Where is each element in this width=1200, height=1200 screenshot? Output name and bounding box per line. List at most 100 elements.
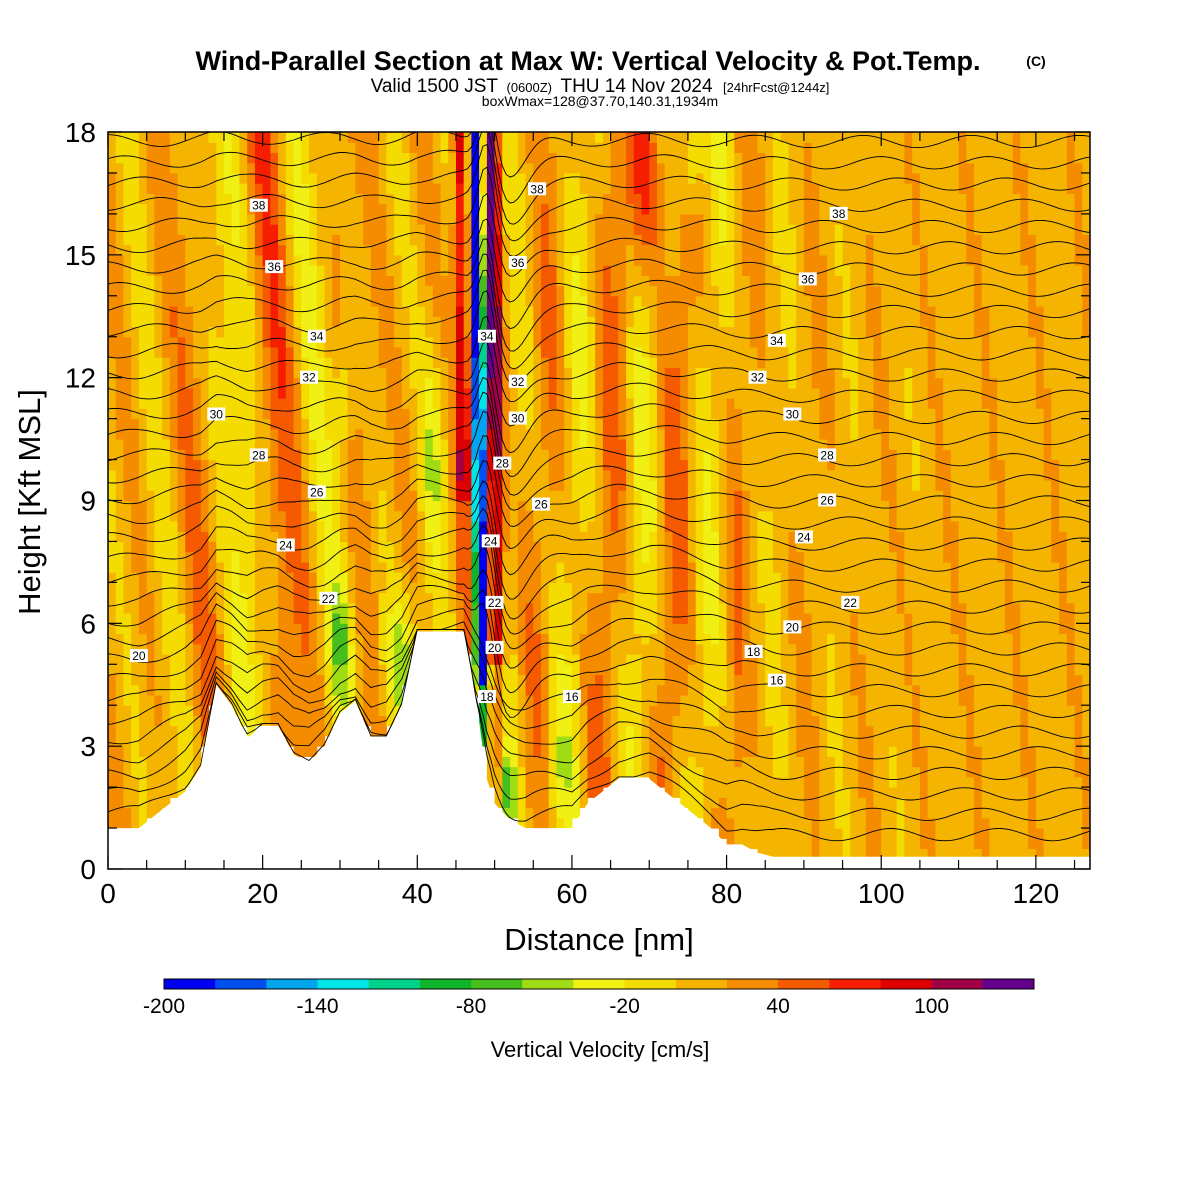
velocity-cell [657, 326, 666, 338]
velocity-cell [285, 142, 295, 153]
velocity-cell [185, 633, 194, 645]
velocity-cell [247, 418, 256, 430]
velocity-cell [471, 582, 480, 594]
velocity-cell [123, 766, 132, 778]
velocity-cell [394, 295, 403, 307]
velocity-cell [595, 480, 604, 491]
velocity-cell [417, 254, 426, 266]
velocity-cell [285, 715, 295, 727]
velocity-cell [726, 459, 735, 471]
velocity-cell [401, 172, 411, 184]
velocity-cell [641, 377, 650, 389]
velocity-cell [541, 684, 550, 696]
velocity-cell [548, 735, 557, 747]
velocity-cell [216, 244, 225, 256]
velocity-cell [293, 367, 302, 379]
velocity-cell [440, 459, 449, 471]
velocity-cell [123, 746, 132, 757]
velocity-cell [309, 654, 318, 665]
velocity-cell [595, 449, 604, 461]
velocity-cell [169, 336, 179, 348]
velocity-cell [401, 521, 411, 532]
velocity-cell [448, 439, 457, 450]
velocity-cell [579, 510, 588, 522]
velocity-cell [177, 633, 186, 645]
velocity-cell [363, 387, 372, 399]
velocity-cell [417, 203, 426, 215]
velocity-cell [270, 602, 279, 614]
velocity-cell [200, 316, 210, 328]
velocity-cell [610, 377, 619, 389]
velocity-cell [355, 654, 364, 665]
velocity-cell [386, 613, 395, 624]
velocity-cell [486, 428, 496, 440]
velocity-cell [456, 265, 465, 276]
velocity-cell [556, 776, 565, 788]
velocity-cell [587, 193, 596, 205]
velocity-cell [193, 633, 202, 645]
velocity-cell [633, 285, 643, 297]
velocity-cell [510, 357, 519, 368]
velocity-cell [247, 265, 256, 276]
velocity-cell [270, 480, 279, 491]
velocity-cell [718, 705, 728, 716]
velocity-cell [231, 418, 240, 430]
velocity-cell [154, 132, 163, 143]
velocity-cell [602, 776, 612, 788]
velocity-cell [115, 664, 124, 676]
velocity-cell [270, 582, 279, 594]
velocity-cell [726, 817, 735, 829]
velocity-cell [332, 152, 341, 164]
velocity-cell [718, 172, 728, 184]
velocity-cell [262, 152, 271, 164]
velocity-cell [579, 480, 588, 491]
velocity-cell [432, 326, 442, 338]
velocity-cell [641, 418, 650, 430]
velocity-cell [425, 480, 434, 491]
velocity-cell [564, 132, 573, 143]
velocity-cell [525, 203, 534, 215]
velocity-cell [626, 306, 635, 317]
velocity-cell [108, 797, 117, 809]
velocity-cell [324, 418, 333, 430]
velocity-cell [316, 613, 326, 624]
velocity-cell [224, 674, 233, 686]
velocity-cell [502, 797, 511, 809]
velocity-cell [517, 224, 527, 235]
velocity-cell [394, 398, 403, 409]
velocity-cell [332, 183, 341, 194]
velocity-cell [541, 285, 550, 297]
velocity-cell [123, 377, 132, 389]
velocity-cell [239, 275, 248, 287]
velocity-cell [711, 643, 720, 655]
velocity-cell [386, 336, 395, 348]
velocity-cell [169, 561, 179, 573]
velocity-cell [486, 275, 496, 287]
velocity-cell [108, 490, 117, 502]
velocity-cell [479, 449, 488, 461]
velocity-cell [711, 357, 720, 368]
velocity-cell [123, 787, 132, 798]
velocity-cell [525, 490, 534, 502]
velocity-cell [378, 428, 387, 440]
velocity-cell [138, 776, 148, 788]
velocity-cell [695, 418, 704, 430]
velocity-cell [486, 725, 496, 737]
velocity-cell [479, 387, 488, 399]
velocity-cell [131, 490, 140, 502]
velocity-cell [347, 152, 356, 164]
velocity-cell [254, 367, 264, 379]
velocity-cell [169, 459, 179, 471]
velocity-cell [401, 326, 411, 338]
velocity-cell [479, 193, 488, 205]
velocity-cell [247, 572, 256, 583]
velocity-cell [131, 531, 140, 542]
velocity-cell [641, 572, 650, 583]
velocity-cell [301, 439, 310, 450]
velocity-cell [548, 817, 557, 829]
velocity-cell [695, 551, 704, 563]
velocity-cell [703, 152, 712, 164]
velocity-cell [471, 295, 480, 307]
velocity-cell [510, 787, 519, 798]
velocity-cell [131, 428, 140, 440]
